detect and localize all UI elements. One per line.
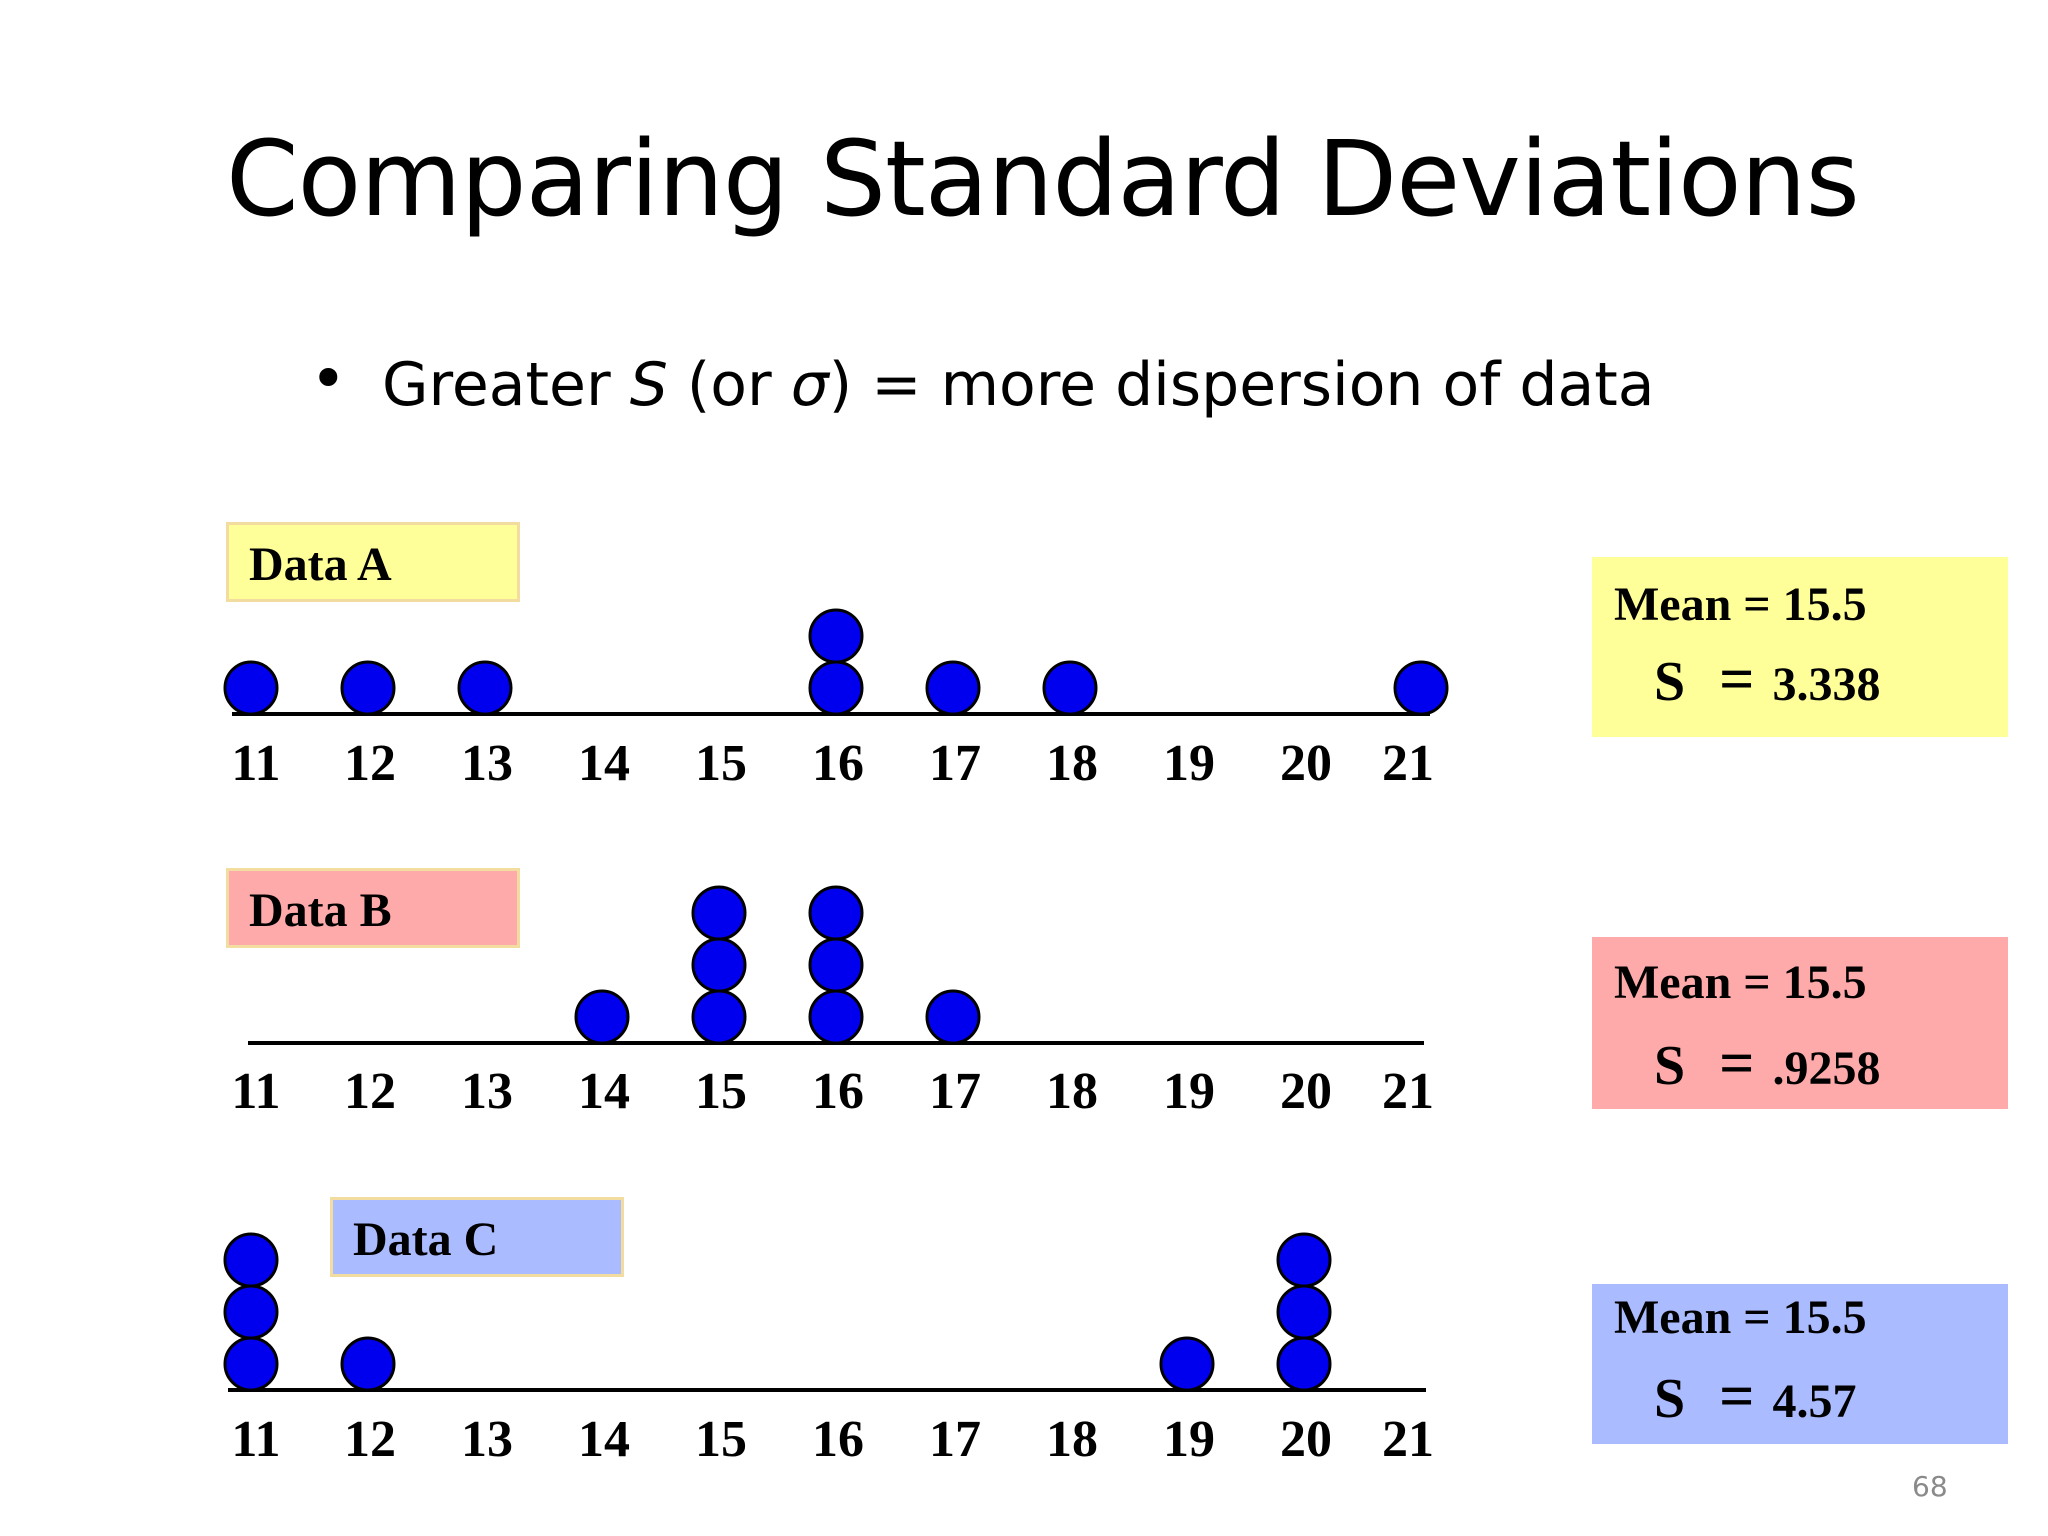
label-data-a: Data A (226, 522, 520, 602)
data-point (1042, 660, 1098, 716)
tick-label: 20 (1280, 1063, 1332, 1120)
tick-label: 17 (929, 1063, 981, 1120)
tick-label: 13 (461, 1063, 513, 1120)
label-data-c: Data C (330, 1197, 624, 1277)
label-data-a-text: Data A (249, 538, 392, 591)
data-point (1159, 1336, 1215, 1392)
data-point (1276, 1284, 1332, 1340)
dot-plot-c: 11 12 13 14 15 16 17 18 19 20 21 (223, 1232, 1434, 1468)
tick-label: 12 (344, 1063, 396, 1120)
bullet-text-after: ) = more dispersion of data (828, 350, 1655, 420)
data-point (223, 1336, 279, 1392)
tick-label: 11 (231, 1063, 280, 1120)
stats-c-s-value: 4.57 (1772, 1375, 1857, 1428)
data-point (223, 660, 279, 716)
tick-label: 11 (231, 1411, 280, 1468)
label-data-c-text: Data C (353, 1213, 499, 1266)
stats-c-mean: Mean = 15.5 (1614, 1291, 1867, 1344)
stats-a-eq: = (1719, 646, 1755, 714)
data-point (1393, 660, 1449, 716)
tick-label: 15 (695, 735, 747, 792)
tick-label: 20 (1280, 735, 1332, 792)
data-point (1276, 1336, 1332, 1392)
data-point (808, 989, 864, 1045)
page-number: 68 (1912, 1470, 1948, 1503)
tick-label: 17 (929, 1411, 981, 1468)
tick-label: 14 (578, 1411, 630, 1468)
stats-b-mean: Mean = 15.5 (1614, 956, 1867, 1009)
data-point (457, 660, 513, 716)
tick-label: 18 (1046, 735, 1098, 792)
stats-a-s-symbol: S (1654, 651, 1686, 713)
data-point (808, 608, 864, 664)
stats-box-a: Mean = 15.5 S = 3.338 (1592, 557, 2008, 737)
tick-label: 17 (929, 735, 981, 792)
stats-a-mean: Mean = 15.5 (1614, 578, 1867, 631)
tick-label: 16 (812, 1063, 864, 1120)
stats-box-c: Mean = 15.5 S = 4.57 (1592, 1284, 2008, 1444)
data-point (691, 885, 747, 941)
tick-label: 12 (344, 1411, 396, 1468)
tick-label: 16 (812, 735, 864, 792)
data-point (691, 989, 747, 1045)
tick-label: 21 (1382, 1063, 1434, 1120)
tick-label: 19 (1163, 1063, 1215, 1120)
tick-label: 16 (812, 1411, 864, 1468)
tick-label: 11 (231, 735, 280, 792)
tick-label: 21 (1382, 735, 1434, 792)
tick-label: 19 (1163, 735, 1215, 792)
bullet-text-middle: (or (667, 350, 791, 420)
stats-b-s: S = .9258 (1654, 1029, 1881, 1100)
data-point (925, 989, 981, 1045)
data-point (223, 1284, 279, 1340)
tick-label: 13 (461, 1411, 513, 1468)
dot-plot-b: 11 12 13 14 15 16 17 18 19 20 21 (231, 885, 1434, 1120)
data-point (808, 937, 864, 993)
data-point (340, 660, 396, 716)
stats-b-s-value: .9258 (1772, 1042, 1881, 1095)
stats-b-eq: = (1719, 1030, 1755, 1098)
stats-a-s-value: 3.338 (1772, 658, 1881, 711)
tick-label: 15 (695, 1411, 747, 1468)
bullet-text: Greater S (or σ) = more dispersion of da… (382, 350, 1655, 420)
dot-plot-a: 11 12 13 14 15 16 17 18 19 20 21 (223, 608, 1449, 792)
data-point (808, 885, 864, 941)
s-symbol: S (629, 350, 668, 420)
sigma-symbol: σ (790, 350, 829, 420)
tick-label: 13 (461, 735, 513, 792)
data-point (691, 937, 747, 993)
data-point (340, 1336, 396, 1392)
tick-label: 20 (1280, 1411, 1332, 1468)
tick-label: 15 (695, 1063, 747, 1120)
label-data-b: Data B (226, 868, 520, 948)
data-point (925, 660, 981, 716)
tick-label: 14 (578, 1063, 630, 1120)
label-data-b-text: Data B (249, 884, 392, 937)
tick-label: 21 (1382, 1411, 1434, 1468)
slide-title: Comparing Standard Deviations (226, 118, 1860, 240)
stats-c-s-symbol: S (1654, 1368, 1686, 1430)
tick-label: 12 (344, 735, 396, 792)
tick-label: 14 (578, 735, 630, 792)
stats-a-s: S = 3.338 (1654, 645, 1881, 716)
tick-label: 19 (1163, 1411, 1215, 1468)
data-point (1276, 1232, 1332, 1288)
stats-b-s-symbol: S (1654, 1035, 1686, 1097)
bullet-marker: • (310, 342, 347, 415)
data-point (574, 989, 630, 1045)
bullet-text-before: Greater (382, 350, 630, 420)
stats-c-eq: = (1719, 1363, 1755, 1431)
tick-label: 18 (1046, 1063, 1098, 1120)
tick-label: 18 (1046, 1411, 1098, 1468)
data-point (223, 1232, 279, 1288)
data-point (808, 660, 864, 716)
stats-c-s: S = 4.57 (1654, 1362, 1857, 1433)
stats-box-b: Mean = 15.5 S = .9258 (1592, 937, 2008, 1109)
